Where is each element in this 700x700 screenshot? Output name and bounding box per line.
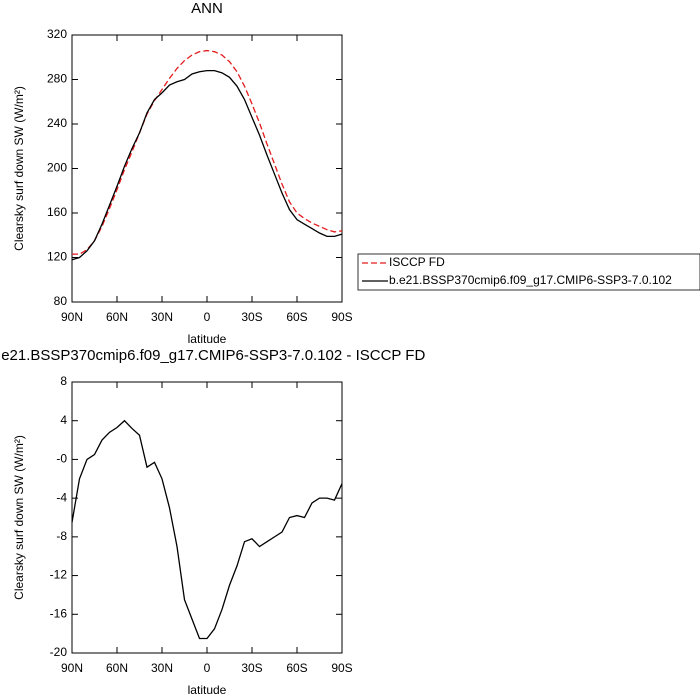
x-tick-label: 30S bbox=[241, 310, 262, 324]
data-line bbox=[71, 419, 343, 640]
y-tick-label: 240 bbox=[47, 116, 67, 130]
x-axis-label: latitude bbox=[188, 332, 227, 346]
x-axis-label: latitude bbox=[188, 683, 227, 697]
data-line bbox=[71, 69, 343, 261]
chart-title: b.e21.BSSP370cmip6.f09_g17.CMIP6-SSP3-7.… bbox=[0, 347, 425, 364]
y-tick-label: 120 bbox=[47, 250, 67, 264]
data-line bbox=[72, 49, 343, 255]
y-tick-label: -0 bbox=[56, 452, 67, 466]
y-tick-label: 280 bbox=[47, 72, 67, 86]
y-tick-label: 160 bbox=[47, 205, 67, 219]
y-axis-label: Clearsky surf down SW (W/m²) bbox=[12, 435, 26, 600]
x-tick-label: 90S bbox=[331, 661, 352, 675]
y-tick-label: -20 bbox=[50, 645, 68, 659]
y-tick-label: -8 bbox=[56, 529, 67, 543]
legend-label: b.e21.BSSP370cmip6.f09_g17.CMIP6-SSP3-7.… bbox=[389, 273, 672, 287]
y-tick-label: -4 bbox=[56, 490, 67, 504]
y-tick-label: -12 bbox=[50, 568, 68, 582]
x-tick-label: 60S bbox=[286, 310, 307, 324]
x-tick-label: 60N bbox=[106, 661, 128, 675]
y-axis-label: Clearsky surf down SW (W/m²) bbox=[12, 86, 26, 251]
x-tick-label: 30S bbox=[241, 661, 262, 675]
x-tick-label: 90N bbox=[61, 310, 83, 324]
y-tick-label: 4 bbox=[60, 413, 67, 427]
x-tick-label: 30N bbox=[151, 310, 173, 324]
chart-title: ANN bbox=[191, 0, 223, 17]
y-tick-label: 200 bbox=[47, 161, 67, 175]
legend-label: ISCCP FD bbox=[389, 255, 445, 269]
plot-frame bbox=[71, 381, 343, 654]
x-tick-label: 90N bbox=[61, 661, 83, 675]
y-tick-label: 80 bbox=[54, 294, 68, 308]
x-tick-label: 60N bbox=[106, 310, 128, 324]
legend-box bbox=[357, 253, 700, 291]
x-tick-label: 90S bbox=[331, 310, 352, 324]
x-tick-label: 60S bbox=[286, 661, 307, 675]
x-tick-label: 0 bbox=[204, 310, 211, 324]
y-tick-label: 320 bbox=[47, 27, 67, 41]
plot-frame bbox=[71, 34, 343, 303]
x-tick-label: 0 bbox=[204, 661, 211, 675]
y-tick-label: 8 bbox=[60, 374, 67, 388]
x-tick-label: 30N bbox=[151, 661, 173, 675]
y-tick-label: -16 bbox=[50, 606, 68, 620]
